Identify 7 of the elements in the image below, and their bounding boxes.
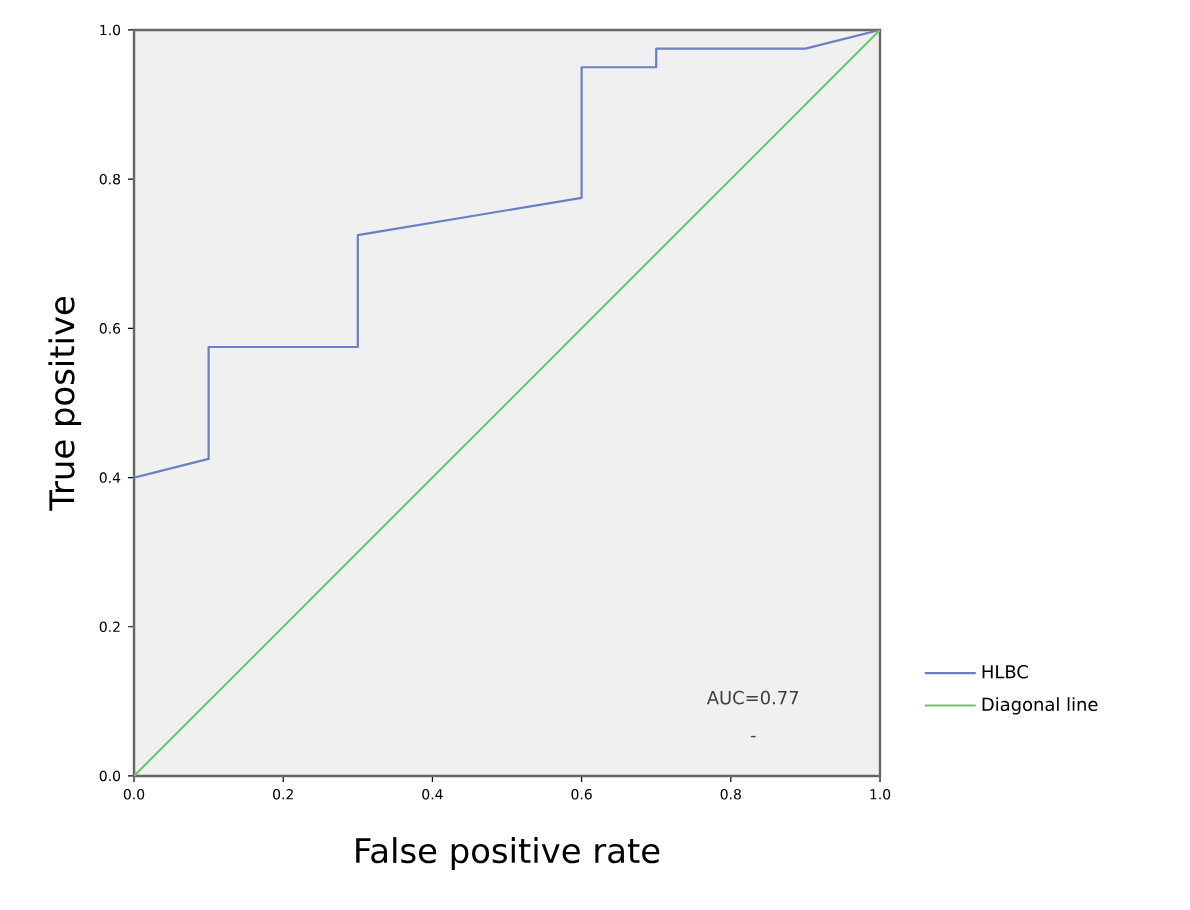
annotation: - <box>750 735 756 738</box>
x-axis-title: False positive rate <box>356 837 660 870</box>
line-series <box>134 29 881 479</box>
y-axis-title: True positive <box>48 297 82 511</box>
annotation: AUC=0.77 <box>706 690 799 705</box>
legend-label: Diagonal line <box>982 697 1098 715</box>
legend-label: HLBC <box>982 664 1028 679</box>
